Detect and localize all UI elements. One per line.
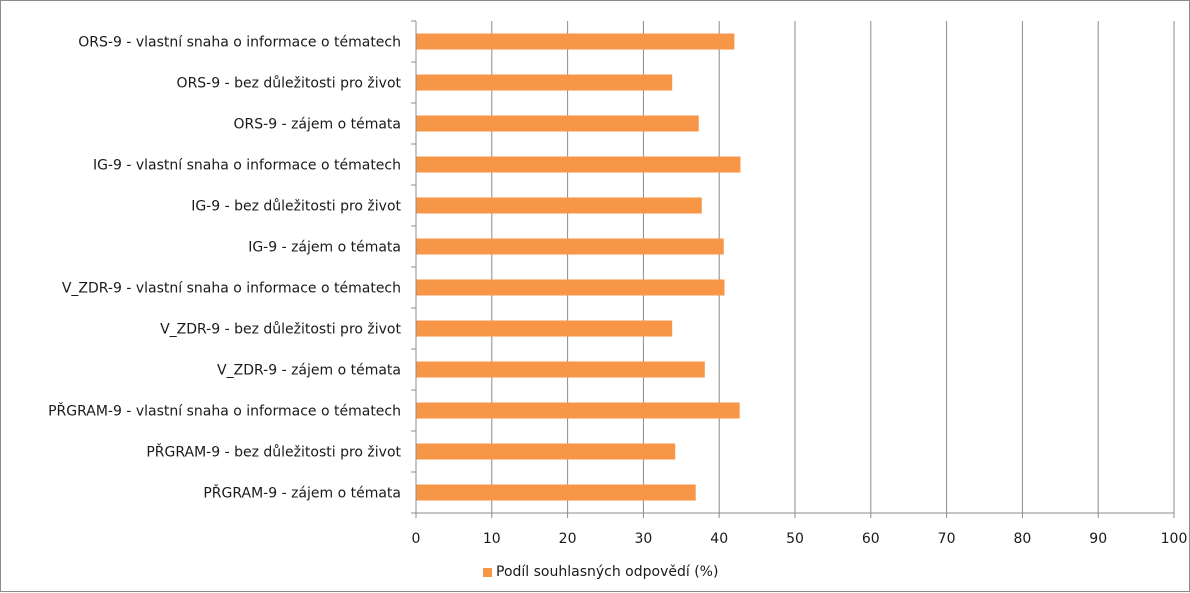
bar xyxy=(416,197,702,214)
x-tick-label: 50 xyxy=(786,531,804,547)
category-label: PŘGRAM-9 - vlastní snaha o informace o t… xyxy=(48,403,401,420)
category-label: IG-9 - vlastní snaha o informace o témat… xyxy=(93,158,401,174)
bar xyxy=(416,402,740,419)
bar xyxy=(416,238,724,255)
category-label: V_ZDR-9 - vlastní snaha o informace o té… xyxy=(62,281,401,297)
x-tick-label: 0 xyxy=(412,531,421,547)
x-tick-label: 100 xyxy=(1161,531,1188,547)
bar xyxy=(416,484,696,501)
category-label: V_ZDR-9 - bez důležitosti pro život xyxy=(160,322,401,338)
category-label: ORS-9 - bez důležitosti pro život xyxy=(177,76,402,92)
category-label: ORS-9 - vlastní snaha o informace o téma… xyxy=(78,35,401,51)
axes xyxy=(411,20,1175,518)
legend-swatch xyxy=(483,567,492,577)
gridlines xyxy=(491,21,1175,513)
bar xyxy=(416,74,673,91)
bar xyxy=(416,115,699,132)
legend-label: Podíl souhlasných odpovědí (%) xyxy=(496,564,719,580)
bar xyxy=(416,320,673,337)
bar xyxy=(416,279,725,296)
x-tick-labels: 0 10 20 30 40 50 60 70 80 90 100 xyxy=(412,531,1188,547)
bar xyxy=(416,33,735,50)
x-tick-label: 10 xyxy=(483,531,501,547)
category-label: IG-9 - bez důležitosti pro život xyxy=(191,199,401,215)
x-tick-label: 80 xyxy=(1013,531,1031,547)
category-label: ORS-9 - zájem o témata xyxy=(234,117,401,133)
x-tick-label: 30 xyxy=(634,531,652,547)
category-label: IG-9 - zájem o témata xyxy=(248,240,401,256)
bar xyxy=(416,443,676,460)
x-tick-label: 20 xyxy=(559,531,577,547)
x-tick-label: 60 xyxy=(862,531,880,547)
category-label: PŘGRAM-9 - zájem o témata xyxy=(203,485,401,502)
bar xyxy=(416,361,705,378)
x-tick-label: 70 xyxy=(938,531,956,547)
x-tick-label: 40 xyxy=(710,531,728,547)
legend: Podíl souhlasných odpovědí (%) xyxy=(483,564,718,580)
bar xyxy=(416,156,741,173)
category-label: V_ZDR-9 - zájem o témata xyxy=(217,363,401,379)
category-labels: ORS-9 - vlastní snaha o informace o téma… xyxy=(48,35,401,502)
category-label: PŘGRAM-9 - bez důležitosti pro život xyxy=(146,444,401,461)
x-tick-label: 90 xyxy=(1089,531,1107,547)
bars xyxy=(416,33,741,501)
